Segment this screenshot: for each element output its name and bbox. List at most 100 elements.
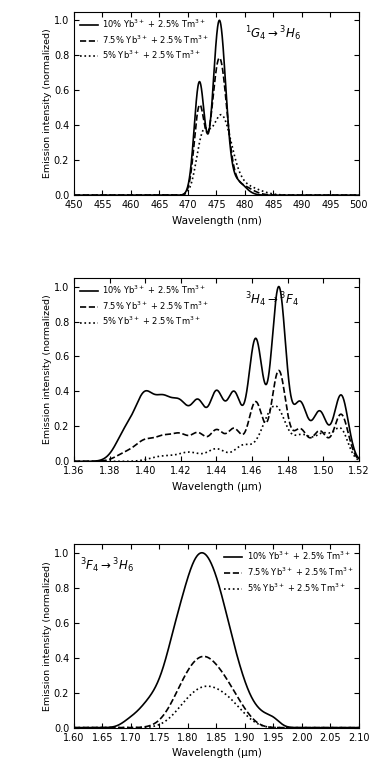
5% Yb$^{3+}$ + 2.5% Tm$^{3+}$ (104, 723, 109, 732)
10% Yb$^{3+}$ + 2.5% Tm$^{3+}$ (200, 548, 204, 557)
10% Yb$^{3+}$ + 2.5% Tm$^{3+}$ (194, 105, 198, 114)
7.5% Yb$^{3+}$ + 2.5% Tm$^{3+}$ (357, 723, 361, 732)
X-axis label: Wavelength (nm): Wavelength (nm) (172, 216, 261, 226)
5% Yb$^{3+}$ + 2.5% Tm$^{3+}$ (121, 457, 126, 466)
5% Yb$^{3+}$ + 2.5% Tm$^{3+}$ (219, 110, 223, 119)
10% Yb$^{3+}$ + 2.5% Tm$^{3+}$ (181, 588, 185, 598)
Legend: 10% Yb$^{3+}$ + 2.5% Tm$^{3+}$, 7.5% Yb$^{3+}$ + 2.5% Tm$^{3+}$, 5% Yb$^{3+}$ + : 10% Yb$^{3+}$ + 2.5% Tm$^{3+}$, 7.5% Yb$… (222, 548, 355, 595)
5% Yb$^{3+}$ + 2.5% Tm$^{3+}$ (351, 190, 356, 199)
Line: 7.5% Yb$^{3+}$ + 2.5% Tm$^{3+}$: 7.5% Yb$^{3+}$ + 2.5% Tm$^{3+}$ (74, 58, 359, 195)
7.5% Yb$^{3+}$ + 2.5% Tm$^{3+}$ (277, 366, 281, 375)
Line: 5% Yb$^{3+}$ + 2.5% Tm$^{3+}$: 5% Yb$^{3+}$ + 2.5% Tm$^{3+}$ (74, 686, 359, 728)
5% Yb$^{3+}$ + 2.5% Tm$^{3+}$ (194, 159, 198, 169)
5% Yb$^{3+}$ + 2.5% Tm$^{3+}$ (104, 190, 109, 199)
10% Yb$^{3+}$ + 2.5% Tm$^{3+}$ (276, 282, 281, 291)
Line: 7.5% Yb$^{3+}$ + 2.5% Tm$^{3+}$: 7.5% Yb$^{3+}$ + 2.5% Tm$^{3+}$ (74, 370, 359, 461)
5% Yb$^{3+}$ + 2.5% Tm$^{3+}$ (121, 190, 126, 199)
5% Yb$^{3+}$ + 2.5% Tm$^{3+}$ (72, 457, 76, 466)
5% Yb$^{3+}$ + 2.5% Tm$^{3+}$ (351, 450, 356, 459)
Text: $^1G_4\rightarrow$$^3H_6$: $^1G_4\rightarrow$$^3H_6$ (245, 24, 301, 43)
Text: $^3F_4\rightarrow$$^3H_6$: $^3F_4\rightarrow$$^3H_6$ (80, 557, 134, 575)
5% Yb$^{3+}$ + 2.5% Tm$^{3+}$ (72, 723, 76, 732)
7.5% Yb$^{3+}$ + 2.5% Tm$^{3+}$ (72, 723, 76, 732)
10% Yb$^{3+}$ + 2.5% Tm$^{3+}$ (72, 723, 76, 732)
Line: 7.5% Yb$^{3+}$ + 2.5% Tm$^{3+}$: 7.5% Yb$^{3+}$ + 2.5% Tm$^{3+}$ (74, 656, 359, 728)
10% Yb$^{3+}$ + 2.5% Tm$^{3+}$ (194, 395, 198, 404)
10% Yb$^{3+}$ + 2.5% Tm$^{3+}$ (320, 723, 325, 732)
5% Yb$^{3+}$ + 2.5% Tm$^{3+}$ (205, 681, 209, 691)
7.5% Yb$^{3+}$ + 2.5% Tm$^{3+}$ (351, 447, 356, 456)
7.5% Yb$^{3+}$ + 2.5% Tm$^{3+}$ (194, 124, 198, 133)
7.5% Yb$^{3+}$ + 2.5% Tm$^{3+}$ (194, 428, 198, 437)
10% Yb$^{3+}$ + 2.5% Tm$^{3+}$ (194, 554, 198, 563)
Y-axis label: Emission intensity (normalized): Emission intensity (normalized) (43, 561, 53, 711)
Y-axis label: Emission intensity (normalized): Emission intensity (normalized) (43, 295, 53, 444)
X-axis label: Wavelength (μm): Wavelength (μm) (172, 482, 261, 492)
7.5% Yb$^{3+}$ + 2.5% Tm$^{3+}$ (351, 723, 356, 732)
7.5% Yb$^{3+}$ + 2.5% Tm$^{3+}$ (72, 457, 76, 466)
7.5% Yb$^{3+}$ + 2.5% Tm$^{3+}$ (104, 190, 109, 199)
5% Yb$^{3+}$ + 2.5% Tm$^{3+}$ (320, 190, 325, 199)
Legend: 10% Yb$^{3+}$ + 2.5% Tm$^{3+}$, 7.5% Yb$^{3+}$ + 2.5% Tm$^{3+}$, 5% Yb$^{3+}$ + : 10% Yb$^{3+}$ + 2.5% Tm$^{3+}$, 7.5% Yb$… (78, 282, 211, 329)
7.5% Yb$^{3+}$ + 2.5% Tm$^{3+}$ (104, 723, 109, 732)
5% Yb$^{3+}$ + 2.5% Tm$^{3+}$ (104, 457, 109, 466)
5% Yb$^{3+}$ + 2.5% Tm$^{3+}$ (273, 401, 277, 410)
7.5% Yb$^{3+}$ + 2.5% Tm$^{3+}$ (181, 430, 185, 439)
Line: 5% Yb$^{3+}$ + 2.5% Tm$^{3+}$: 5% Yb$^{3+}$ + 2.5% Tm$^{3+}$ (74, 115, 359, 195)
10% Yb$^{3+}$ + 2.5% Tm$^{3+}$ (121, 425, 126, 434)
5% Yb$^{3+}$ + 2.5% Tm$^{3+}$ (181, 190, 185, 199)
5% Yb$^{3+}$ + 2.5% Tm$^{3+}$ (351, 723, 356, 732)
10% Yb$^{3+}$ + 2.5% Tm$^{3+}$ (121, 190, 126, 199)
5% Yb$^{3+}$ + 2.5% Tm$^{3+}$ (181, 698, 185, 708)
10% Yb$^{3+}$ + 2.5% Tm$^{3+}$ (320, 410, 325, 419)
Legend: 10% Yb$^{3+}$ + 2.5% Tm$^{3+}$, 7.5% Yb$^{3+}$ + 2.5% Tm$^{3+}$, 5% Yb$^{3+}$ + : 10% Yb$^{3+}$ + 2.5% Tm$^{3+}$, 7.5% Yb$… (78, 15, 211, 63)
10% Yb$^{3+}$ + 2.5% Tm$^{3+}$ (72, 190, 76, 199)
7.5% Yb$^{3+}$ + 2.5% Tm$^{3+}$ (357, 190, 361, 199)
7.5% Yb$^{3+}$ + 2.5% Tm$^{3+}$ (181, 675, 185, 684)
7.5% Yb$^{3+}$ + 2.5% Tm$^{3+}$ (104, 456, 109, 465)
5% Yb$^{3+}$ + 2.5% Tm$^{3+}$ (72, 190, 76, 199)
10% Yb$^{3+}$ + 2.5% Tm$^{3+}$ (104, 723, 109, 732)
X-axis label: Wavelength (μm): Wavelength (μm) (172, 748, 261, 758)
5% Yb$^{3+}$ + 2.5% Tm$^{3+}$ (357, 190, 361, 199)
7.5% Yb$^{3+}$ + 2.5% Tm$^{3+}$ (121, 723, 126, 732)
7.5% Yb$^{3+}$ + 2.5% Tm$^{3+}$ (181, 190, 185, 199)
5% Yb$^{3+}$ + 2.5% Tm$^{3+}$ (320, 428, 325, 437)
10% Yb$^{3+}$ + 2.5% Tm$^{3+}$ (72, 457, 76, 466)
7.5% Yb$^{3+}$ + 2.5% Tm$^{3+}$ (194, 656, 198, 665)
Text: $^3H_4\rightarrow$$^3F_4$: $^3H_4\rightarrow$$^3F_4$ (245, 290, 299, 310)
5% Yb$^{3+}$ + 2.5% Tm$^{3+}$ (181, 448, 185, 457)
5% Yb$^{3+}$ + 2.5% Tm$^{3+}$ (357, 456, 361, 465)
5% Yb$^{3+}$ + 2.5% Tm$^{3+}$ (194, 448, 198, 457)
7.5% Yb$^{3+}$ + 2.5% Tm$^{3+}$ (72, 190, 76, 199)
7.5% Yb$^{3+}$ + 2.5% Tm$^{3+}$ (217, 53, 222, 62)
10% Yb$^{3+}$ + 2.5% Tm$^{3+}$ (181, 189, 185, 199)
10% Yb$^{3+}$ + 2.5% Tm$^{3+}$ (121, 718, 126, 727)
Line: 5% Yb$^{3+}$ + 2.5% Tm$^{3+}$: 5% Yb$^{3+}$ + 2.5% Tm$^{3+}$ (74, 406, 359, 461)
10% Yb$^{3+}$ + 2.5% Tm$^{3+}$ (104, 190, 109, 199)
10% Yb$^{3+}$ + 2.5% Tm$^{3+}$ (357, 723, 361, 732)
7.5% Yb$^{3+}$ + 2.5% Tm$^{3+}$ (320, 723, 325, 732)
Line: 10% Yb$^{3+}$ + 2.5% Tm$^{3+}$: 10% Yb$^{3+}$ + 2.5% Tm$^{3+}$ (74, 20, 359, 195)
7.5% Yb$^{3+}$ + 2.5% Tm$^{3+}$ (320, 190, 325, 199)
5% Yb$^{3+}$ + 2.5% Tm$^{3+}$ (320, 723, 325, 732)
10% Yb$^{3+}$ + 2.5% Tm$^{3+}$ (320, 190, 325, 199)
Y-axis label: Emission intensity (normalized): Emission intensity (normalized) (43, 28, 53, 178)
10% Yb$^{3+}$ + 2.5% Tm$^{3+}$ (351, 190, 356, 199)
7.5% Yb$^{3+}$ + 2.5% Tm$^{3+}$ (121, 190, 126, 199)
7.5% Yb$^{3+}$ + 2.5% Tm$^{3+}$ (320, 428, 325, 437)
Line: 10% Yb$^{3+}$ + 2.5% Tm$^{3+}$: 10% Yb$^{3+}$ + 2.5% Tm$^{3+}$ (74, 286, 359, 461)
10% Yb$^{3+}$ + 2.5% Tm$^{3+}$ (357, 454, 361, 463)
10% Yb$^{3+}$ + 2.5% Tm$^{3+}$ (104, 452, 109, 461)
5% Yb$^{3+}$ + 2.5% Tm$^{3+}$ (357, 723, 361, 732)
10% Yb$^{3+}$ + 2.5% Tm$^{3+}$ (357, 190, 361, 199)
7.5% Yb$^{3+}$ + 2.5% Tm$^{3+}$ (121, 448, 126, 457)
10% Yb$^{3+}$ + 2.5% Tm$^{3+}$ (351, 442, 356, 451)
7.5% Yb$^{3+}$ + 2.5% Tm$^{3+}$ (351, 190, 356, 199)
5% Yb$^{3+}$ + 2.5% Tm$^{3+}$ (194, 686, 198, 695)
Line: 10% Yb$^{3+}$ + 2.5% Tm$^{3+}$: 10% Yb$^{3+}$ + 2.5% Tm$^{3+}$ (74, 553, 359, 728)
5% Yb$^{3+}$ + 2.5% Tm$^{3+}$ (121, 723, 126, 732)
7.5% Yb$^{3+}$ + 2.5% Tm$^{3+}$ (357, 455, 361, 464)
10% Yb$^{3+}$ + 2.5% Tm$^{3+}$ (351, 723, 356, 732)
7.5% Yb$^{3+}$ + 2.5% Tm$^{3+}$ (201, 651, 206, 661)
